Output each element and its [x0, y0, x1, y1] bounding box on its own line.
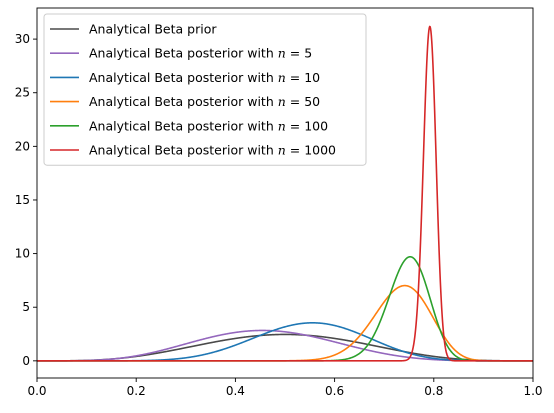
x-tick-label: 0.0 [27, 384, 46, 398]
y-tick-label: 25 [15, 86, 30, 100]
ticks-layer: 0.0 0.2 0.4 0.6 0.8 1.0 0 5 10 15 20 25 30 [15, 32, 543, 398]
legend-entry-0: Analytical Beta prior [89, 22, 217, 37]
legend-entry-1: Analytical Beta posterior with n = 5 [89, 46, 312, 61]
x-tick-label: 1.0 [523, 384, 542, 398]
series-layer [37, 25, 533, 362]
x-tick-label: 0.8 [424, 384, 443, 398]
y-tick-label: 20 [15, 139, 30, 153]
legend: Analytical Beta prior Analytical Beta pos… [43, 13, 367, 166]
legend-box [43, 13, 367, 166]
y-tick-label: 10 [15, 247, 30, 261]
legend-entry-4: Analytical Beta posterior with n = 100 [89, 118, 328, 133]
legend-entry-3: Analytical Beta posterior with n = 50 [89, 94, 320, 109]
x-tick-label: 0.2 [127, 384, 146, 398]
y-tick-label: 15 [15, 193, 30, 207]
plot-frame [36, 7, 534, 379]
series-line-5 [37, 25, 533, 362]
x-tick-label: 0.6 [325, 384, 344, 398]
y-tick-label: 5 [22, 300, 30, 314]
legend-entry-5: Analytical Beta posterior with n = 1000 [89, 143, 336, 158]
y-tick-label: 30 [15, 32, 30, 46]
legend-entry-2: Analytical Beta posterior with n = 10 [89, 70, 320, 85]
x-tick-label: 0.4 [226, 384, 245, 398]
y-tick-label: 0 [22, 354, 30, 368]
